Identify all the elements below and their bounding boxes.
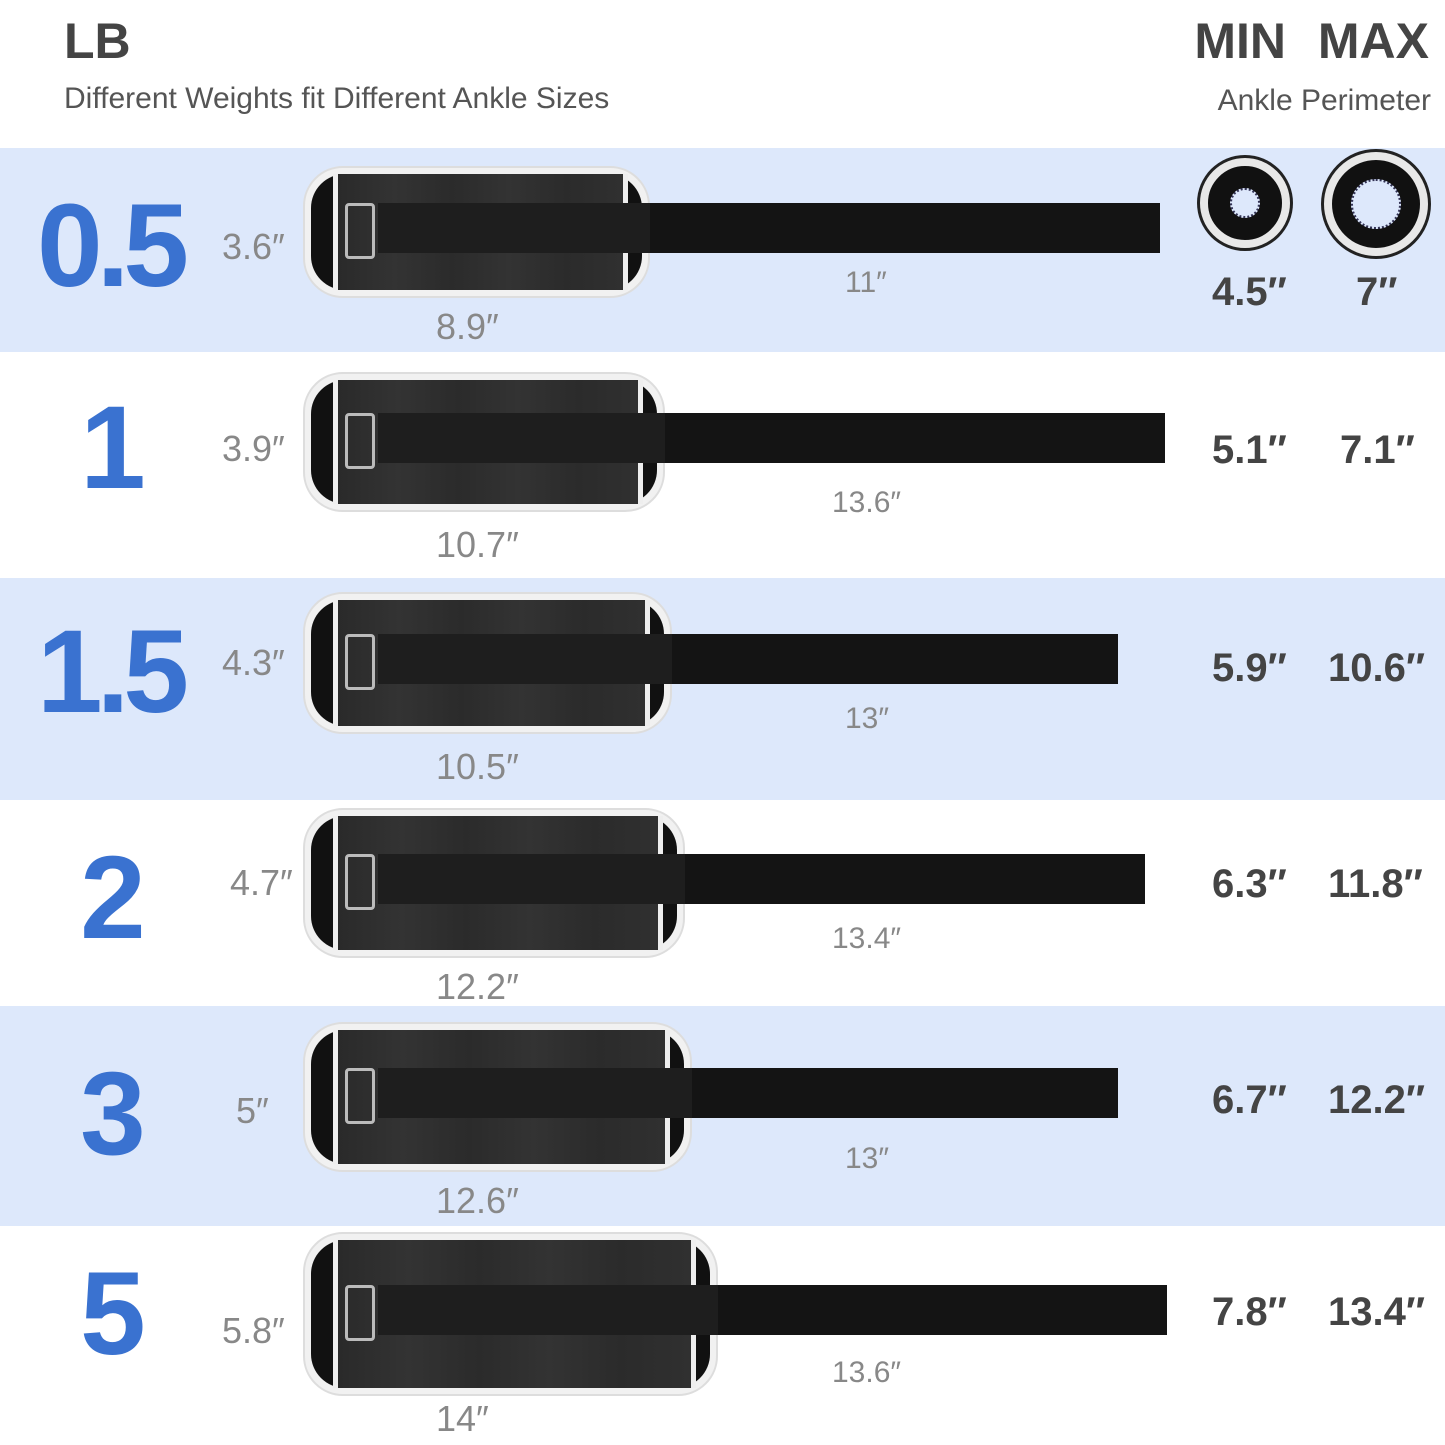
weight-row: 0.5 3.6″ 8.9″ 11″ 4.5″ 7″ [0, 148, 1445, 352]
height-dimension: 3.9″ [222, 428, 285, 469]
height-dimension: 4.3″ [222, 642, 285, 683]
min-perimeter: 5.1″ [1212, 428, 1287, 472]
max-perimeter: 11.8″ [1328, 862, 1423, 906]
velcro-strap [625, 413, 1165, 463]
strap-length: 13.4″ [832, 922, 902, 955]
strap-through-pad [378, 203, 650, 253]
weight-value: 2 [80, 832, 146, 964]
d-ring-icon [345, 634, 375, 690]
weight-value: 1 [80, 382, 146, 514]
height-dimension: 5.8″ [222, 1310, 285, 1351]
max-perimeter: 7.1″ [1340, 428, 1415, 472]
height-dimension: 4.7″ [230, 862, 293, 903]
max-perimeter: 13.4″ [1328, 1290, 1426, 1334]
velcro-strap [610, 203, 1160, 253]
d-ring-icon [345, 413, 375, 469]
min-perimeter: 4.5″ [1212, 270, 1287, 314]
d-ring-icon [345, 854, 375, 910]
min-perimeter: 7.8″ [1212, 1290, 1287, 1334]
strap-through-pad [378, 634, 672, 684]
strap-through-pad [378, 413, 665, 463]
strap-length: 13″ [845, 702, 889, 735]
width-dimension: 12.2″ [436, 966, 519, 1007]
height-dimension: 5″ [236, 1090, 269, 1131]
width-dimension: 10.7″ [436, 524, 519, 565]
weight-row: 3 5″ 12.6″ 13″ 6.7″ 12.2″ [0, 1006, 1445, 1226]
max-label: MAX [1317, 13, 1429, 69]
width-dimension: 12.6″ [436, 1180, 519, 1221]
weight-value: 3 [80, 1048, 146, 1180]
weight-value: 0.5 [36, 180, 189, 312]
strap-length: 13.6″ [832, 486, 902, 519]
velcro-strap [632, 634, 1118, 684]
ankle-ring-max-icon [1324, 152, 1428, 256]
d-ring-icon [345, 1068, 375, 1124]
height-dimension: 3.6″ [222, 226, 285, 267]
weight-row: 1.5 4.3″ 10.5″ 13″ 5.9″ 10.6″ [0, 578, 1445, 800]
weight-value: 1.5 [36, 606, 189, 738]
min-perimeter: 6.3″ [1212, 862, 1287, 906]
min-max-header: MIN MAX [1194, 12, 1429, 70]
min-perimeter: 6.7″ [1212, 1078, 1287, 1122]
d-ring-icon [345, 203, 375, 259]
subtitle: Different Weights fit Different Ankle Si… [64, 82, 610, 115]
weight-row: 2 4.7″ 12.2″ 13.4″ 6.3″ 11.8″ [0, 800, 1445, 1007]
width-dimension: 10.5″ [436, 746, 519, 787]
weight-value: 5 [80, 1248, 146, 1380]
strap-through-pad [378, 1068, 692, 1118]
max-perimeter: 12.2″ [1328, 1078, 1426, 1122]
max-perimeter: 7″ [1356, 270, 1398, 314]
min-label: MIN [1194, 13, 1286, 69]
width-dimension: 14″ [436, 1398, 489, 1439]
width-dimension: 8.9″ [436, 306, 499, 347]
min-perimeter: 5.9″ [1212, 646, 1287, 690]
ankle-ring-min-icon [1200, 158, 1290, 248]
velcro-strap [652, 1068, 1118, 1118]
unit-label: LB [64, 13, 131, 69]
strap-through-pad [378, 854, 685, 904]
strap-length: 13″ [845, 1142, 889, 1175]
strap-length: 11″ [845, 266, 887, 299]
velcro-strap [678, 1285, 1167, 1335]
strap-through-pad [378, 1285, 718, 1335]
velcro-strap [645, 854, 1145, 904]
weight-row: 1 3.9″ 10.7″ 13.6″ 5.1″ 7.1″ [0, 352, 1445, 578]
d-ring-icon [345, 1285, 375, 1341]
weight-row: 5 5.8″ 14″ 13.6″ 7.8″ 13.4″ [0, 1226, 1445, 1445]
strap-length: 13.6″ [832, 1356, 902, 1389]
max-perimeter: 10.6″ [1328, 646, 1426, 690]
perimeter-label: Ankle Perimeter [1217, 84, 1431, 117]
